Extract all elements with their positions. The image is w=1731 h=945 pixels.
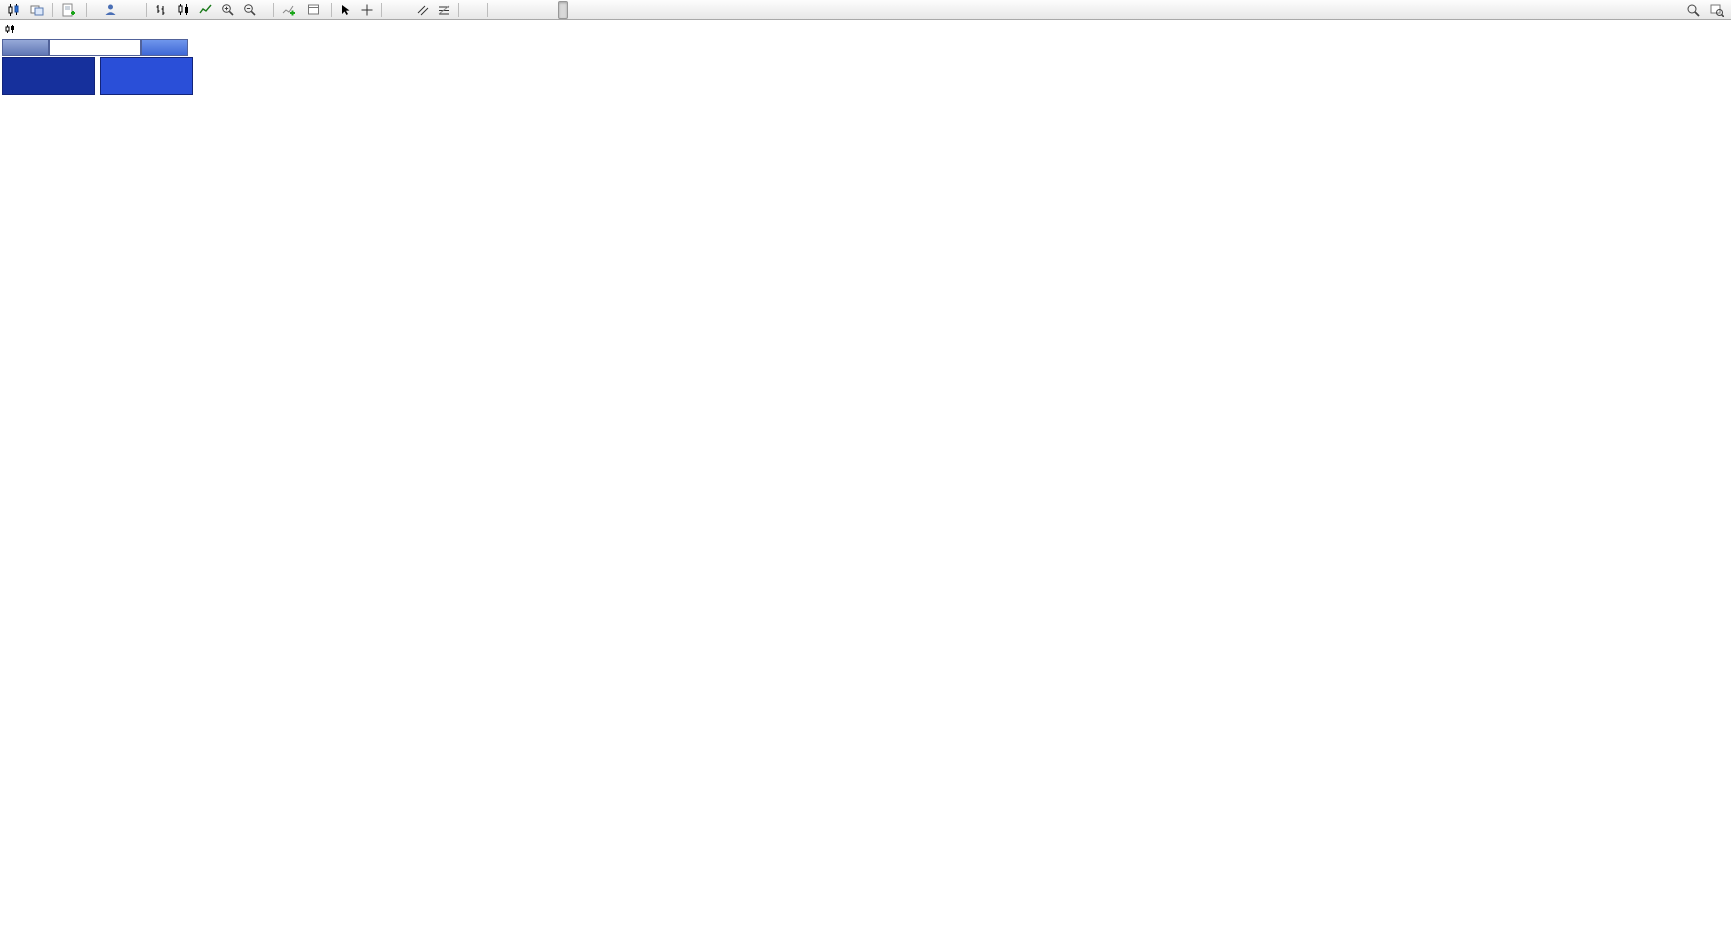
symbol-header xyxy=(5,24,23,34)
horizontal-line-button[interactable] xyxy=(395,1,403,19)
toolbar-separator xyxy=(487,2,488,17)
community-button[interactable] xyxy=(91,1,99,19)
add-indicator-icon xyxy=(282,5,295,16)
chart-svg xyxy=(0,20,1731,880)
zoom-out-icon xyxy=(244,4,256,16)
timeframe-d1-button[interactable] xyxy=(558,0,568,19)
line-chart-mode-button[interactable] xyxy=(195,1,216,19)
chart-canvas[interactable] xyxy=(0,20,1731,945)
symbol-search-button[interactable] xyxy=(1682,1,1704,19)
sell-price-button[interactable] xyxy=(2,57,95,95)
new-order-button[interactable] xyxy=(57,1,82,19)
timeframe-m15-button[interactable] xyxy=(514,1,524,19)
line-chart-icon xyxy=(199,4,212,14)
toolbar-separator xyxy=(331,2,332,17)
toolbar-separator xyxy=(146,2,147,17)
timeframe-m5-button[interactable] xyxy=(503,1,513,19)
fibonacci-button[interactable] xyxy=(434,1,454,19)
search-icon xyxy=(1687,4,1700,17)
new-order-icon xyxy=(62,3,75,16)
bar-chart-icon xyxy=(156,5,165,15)
zoom-out-button[interactable] xyxy=(239,1,260,19)
candlestick-chart-icon xyxy=(8,3,19,16)
new-chart-button[interactable] xyxy=(3,1,25,19)
crosshair-icon xyxy=(361,4,373,15)
zoom-in-button[interactable] xyxy=(217,1,238,19)
cursor-icon xyxy=(342,4,350,15)
preview-icon xyxy=(1710,4,1724,17)
buy-price-button[interactable] xyxy=(100,57,193,95)
templates-icon xyxy=(308,4,319,15)
one-click-trading-panel xyxy=(2,39,194,95)
chart-profiles-button[interactable] xyxy=(26,1,48,19)
zoom-in-icon xyxy=(222,4,234,16)
buy-button[interactable] xyxy=(141,39,188,56)
accounts-button[interactable] xyxy=(100,1,121,19)
toolbar-separator xyxy=(458,2,459,17)
bar-chart-mode-button[interactable] xyxy=(151,1,172,19)
timeframe-mn-button[interactable] xyxy=(580,1,590,19)
fibonacci-icon xyxy=(438,5,450,14)
toolbar xyxy=(0,0,1731,20)
channel-button[interactable] xyxy=(413,1,433,19)
volume-spinbox[interactable] xyxy=(49,39,141,56)
indicators-button[interactable] xyxy=(278,1,302,19)
candle-chart-icon xyxy=(178,4,188,15)
templates-button[interactable] xyxy=(303,1,327,19)
crosshair-button[interactable] xyxy=(357,1,377,19)
profiles-icon xyxy=(30,5,44,15)
cursor-button[interactable] xyxy=(336,1,356,19)
symbol-icon xyxy=(5,25,14,33)
toolbar-separator xyxy=(86,2,87,17)
auto-trading-button[interactable] xyxy=(131,1,142,19)
channel-icon xyxy=(417,5,429,15)
toolbar-separator xyxy=(273,2,274,17)
account-icon xyxy=(105,4,116,15)
tile-windows-button[interactable] xyxy=(261,1,269,19)
timeframe-m30-button[interactable] xyxy=(525,1,535,19)
timeframe-w1-button[interactable] xyxy=(569,1,579,19)
arrow-tool-button[interactable] xyxy=(472,1,483,19)
candle-chart-mode-button[interactable] xyxy=(173,1,194,19)
timeframe-h4-button[interactable] xyxy=(547,1,557,19)
text-tool-button[interactable] xyxy=(463,1,471,19)
refresh-button[interactable] xyxy=(122,1,130,19)
sell-button[interactable] xyxy=(2,39,49,56)
vertical-line-button[interactable] xyxy=(386,1,394,19)
toolbar-separator xyxy=(52,2,53,17)
timeframe-h1-button[interactable] xyxy=(536,1,546,19)
trendline-button[interactable] xyxy=(404,1,412,19)
toolbar-separator xyxy=(381,2,382,17)
chart-preview-button[interactable] xyxy=(1706,1,1728,19)
timeframe-m1-button[interactable] xyxy=(492,1,502,19)
